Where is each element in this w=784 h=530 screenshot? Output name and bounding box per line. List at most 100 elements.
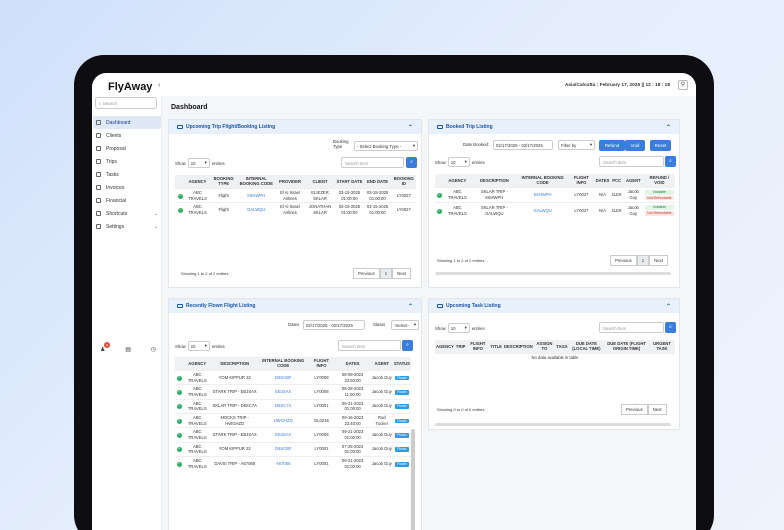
- table-header[interactable]: INTERNAL BOOKING CODE: [257, 357, 309, 371]
- table-header[interactable]: INTERNAL BOOKING CODE: [516, 174, 569, 188]
- horizontal-scrollbar[interactable]: [435, 272, 671, 275]
- table-header[interactable]: DESCRIPTION: [211, 357, 258, 371]
- user-icon[interactable]: ⚲: [678, 80, 688, 90]
- booking-type-select[interactable]: - Select Booking Type - ▾: [354, 141, 418, 151]
- booking-code-link[interactable]: K6HWPH: [516, 186, 569, 203]
- chevron-up-icon[interactable]: ⌃: [665, 303, 671, 310]
- table-header[interactable]: PROVIDER: [275, 175, 305, 189]
- booking-code-link[interactable]: EBJSAX: [257, 427, 309, 443]
- sidebar-item-settings[interactable]: Settings ⌄: [93, 220, 161, 233]
- expand-row-icon[interactable]: +: [176, 447, 182, 453]
- dates-input[interactable]: 02/17/2025 - 02/17/2025: [303, 320, 365, 330]
- expand-row-icon[interactable]: +: [176, 404, 182, 410]
- booked-trip-header[interactable]: Booked Trip Listing ⌃: [429, 120, 679, 134]
- sidebar-item-trips[interactable]: Trips: [93, 155, 161, 168]
- task-search-input[interactable]: Search Item: [599, 322, 664, 333]
- table-header[interactable]: STATUS: [392, 357, 411, 371]
- table-header[interactable]: DUE DATE (LOCAL TIME): [568, 340, 605, 354]
- booking-code-link[interactable]: GALWQU: [237, 202, 276, 217]
- table-header[interactable]: AGENCY: [435, 340, 455, 354]
- entries-select[interactable]: 10 ▾: [447, 157, 470, 167]
- upcoming-search-input[interactable]: Search Item: [341, 157, 404, 168]
- previous-button[interactable]: Previous: [621, 404, 648, 415]
- expand-row-icon[interactable]: +: [436, 208, 442, 214]
- sidebar-item-invoices[interactable]: Invoices: [93, 181, 161, 194]
- expand-row-icon[interactable]: +: [177, 193, 183, 199]
- search-button[interactable]: ⌕: [406, 157, 417, 168]
- chevron-up-icon[interactable]: ⌃: [665, 124, 671, 131]
- table-header[interactable]: FLIGHT INFO: [568, 174, 595, 188]
- table-header[interactable]: URGENT TASK: [648, 340, 675, 354]
- table-header[interactable]: TAGS: [555, 340, 569, 354]
- upcoming-trip-header[interactable]: Upcoming Trip Flight/Booking Listing ⌃: [169, 120, 421, 134]
- entries-select[interactable]: 10 ▾: [447, 323, 470, 333]
- table-header[interactable]: DATES: [594, 174, 611, 188]
- collapse-sidebar-icon[interactable]: ‹: [158, 82, 161, 89]
- expand-row-icon[interactable]: +: [176, 461, 182, 467]
- page-button[interactable]: 1: [636, 255, 650, 266]
- table-header[interactable]: ASSIGN TO: [533, 340, 556, 354]
- table-header[interactable]: DATES: [334, 357, 371, 371]
- upcoming-task-header[interactable]: Upcoming Task Listing ⌃: [429, 299, 679, 313]
- next-button[interactable]: Next: [649, 255, 668, 266]
- booked-search-input[interactable]: Search Item: [599, 156, 664, 167]
- table-header[interactable]: BOOKING ID: [391, 175, 416, 189]
- search-button[interactable]: ⌕: [665, 156, 676, 167]
- chevron-up-icon[interactable]: ⌃: [407, 303, 413, 310]
- horizontal-scrollbar[interactable]: [435, 423, 671, 426]
- booking-code-link[interactable]: A67068: [257, 455, 309, 471]
- expand-row-icon[interactable]: +: [176, 375, 182, 381]
- table-header[interactable]: CLIENT: [304, 175, 336, 189]
- table-header[interactable]: START DATE: [335, 175, 364, 189]
- table-header[interactable]: FLIGHT INFO: [466, 340, 490, 354]
- notifications-icon[interactable]: ♟ 3: [100, 342, 110, 353]
- search-button[interactable]: ⌕: [665, 322, 676, 333]
- expand-row-icon[interactable]: +: [176, 418, 182, 424]
- file-icon[interactable]: ▤: [125, 347, 131, 353]
- table-header[interactable]: AGENT: [370, 357, 393, 371]
- table-header[interactable]: AGENCY: [183, 357, 212, 371]
- expand-row-icon[interactable]: +: [177, 207, 183, 213]
- booking-code-link[interactable]: HWGHZD: [257, 412, 309, 428]
- table-header[interactable]: FLIGHT INFO: [308, 357, 335, 371]
- table-header[interactable]: DESCRIPTION: [471, 174, 517, 188]
- sidebar-item-shortcuts[interactable]: Shortcuts ⌄: [93, 207, 161, 220]
- table-header[interactable]: DUE DATE (FLIGHT ORIGIN TIME): [604, 340, 649, 354]
- filter-select[interactable]: Filter by ▾: [558, 140, 595, 150]
- expand-row-icon[interactable]: +: [176, 432, 182, 438]
- expand-row-icon[interactable]: +: [436, 193, 442, 199]
- sidebar-search-input[interactable]: ⌕ Search: [95, 97, 157, 109]
- table-header[interactable]: REFUND / VOID: [643, 174, 675, 188]
- table-header[interactable]: TITLE: [489, 340, 503, 354]
- clock-icon[interactable]: ◷: [150, 347, 156, 353]
- reset-button[interactable]: Reset: [650, 140, 671, 151]
- table-header[interactable]: BOOKING TYPE: [209, 175, 238, 189]
- table-header[interactable]: TRIP: [454, 340, 467, 354]
- next-button[interactable]: Next: [392, 268, 411, 279]
- sidebar-item-tasks[interactable]: Tasks: [93, 168, 161, 181]
- booking-code-link[interactable]: D6SC7A: [257, 398, 309, 414]
- search-button[interactable]: ⌕: [402, 340, 413, 351]
- booking-code-link[interactable]: D6SCBF: [257, 441, 309, 457]
- page-button[interactable]: 1: [379, 268, 393, 279]
- table-header[interactable]: END DATE: [363, 175, 392, 189]
- refund-button[interactable]: Refund: [599, 140, 625, 151]
- table-header[interactable]: PCC: [610, 174, 623, 188]
- booking-code-link[interactable]: GALWQU: [516, 202, 569, 218]
- flown-search-input[interactable]: Search Item: [338, 340, 401, 351]
- vertical-scrollbar[interactable]: [411, 429, 415, 530]
- sidebar-item-proposal[interactable]: Proposal: [93, 142, 161, 155]
- entries-select[interactable]: 10 ▾: [187, 341, 210, 351]
- previous-button[interactable]: Previous: [353, 268, 380, 279]
- table-header[interactable]: AGENT: [622, 174, 644, 188]
- sidebar-item-dashboard[interactable]: Dashboard: [93, 116, 161, 129]
- booking-code-link[interactable]: K6HWPH: [237, 187, 276, 203]
- date-booked-input[interactable]: 02/17/2025 - 02/17/2025: [493, 140, 553, 150]
- booking-code-link[interactable]: EBJSAX: [257, 384, 309, 400]
- void-button[interactable]: Void: [625, 140, 645, 151]
- booking-code-link[interactable]: D6SCBF: [257, 369, 309, 385]
- table-header[interactable]: AGENCY: [185, 175, 210, 189]
- sidebar-item-clients[interactable]: Clients: [93, 129, 161, 142]
- table-header[interactable]: INTERNAL BOOKING CODE: [237, 175, 276, 189]
- table-header[interactable]: DESCRIPTION: [502, 340, 534, 354]
